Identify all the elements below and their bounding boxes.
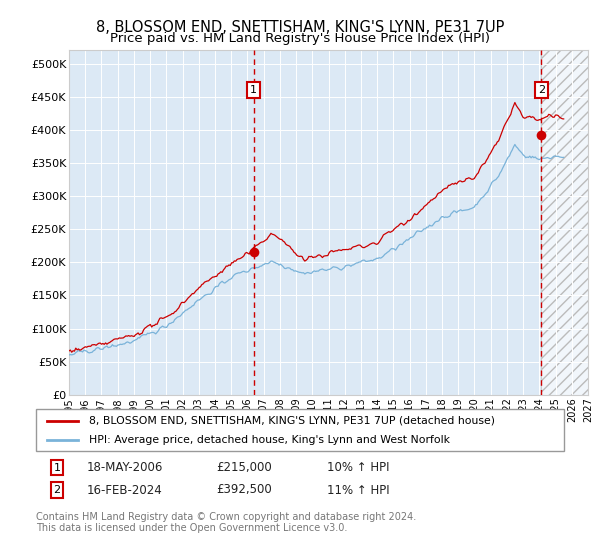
Text: This data is licensed under the Open Government Licence v3.0.: This data is licensed under the Open Gov…: [36, 523, 347, 533]
Text: 16-FEB-2024: 16-FEB-2024: [87, 483, 163, 497]
Text: 11% ↑ HPI: 11% ↑ HPI: [327, 483, 389, 497]
Text: Price paid vs. HM Land Registry's House Price Index (HPI): Price paid vs. HM Land Registry's House …: [110, 32, 490, 45]
Text: £392,500: £392,500: [216, 483, 272, 497]
FancyBboxPatch shape: [36, 409, 564, 451]
Text: 2: 2: [53, 485, 61, 495]
Bar: [69, 50, 541, 395]
Text: Contains HM Land Registry data © Crown copyright and database right 2024.: Contains HM Land Registry data © Crown c…: [36, 512, 416, 522]
Text: 10% ↑ HPI: 10% ↑ HPI: [327, 461, 389, 474]
Text: 8, BLOSSOM END, SNETTISHAM, KING'S LYNN, PE31 7UP: 8, BLOSSOM END, SNETTISHAM, KING'S LYNN,…: [96, 20, 504, 35]
Bar: [541, 50, 588, 395]
Bar: [541, 50, 588, 395]
Text: 1: 1: [53, 463, 61, 473]
Text: £215,000: £215,000: [216, 461, 272, 474]
Text: 18-MAY-2006: 18-MAY-2006: [87, 461, 163, 474]
Text: 2: 2: [538, 85, 545, 95]
Text: 1: 1: [250, 85, 257, 95]
Text: 8, BLOSSOM END, SNETTISHAM, KING'S LYNN, PE31 7UP (detached house): 8, BLOSSOM END, SNETTISHAM, KING'S LYNN,…: [89, 416, 495, 426]
Text: HPI: Average price, detached house, King's Lynn and West Norfolk: HPI: Average price, detached house, King…: [89, 435, 450, 445]
Bar: [541, 50, 588, 395]
